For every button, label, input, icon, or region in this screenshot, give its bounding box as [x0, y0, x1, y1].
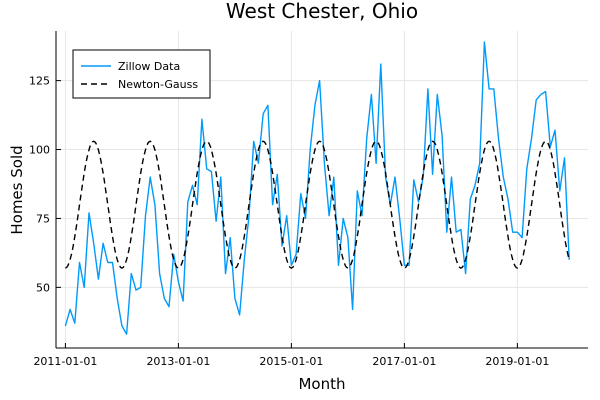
series-newton-gauss	[65, 140, 570, 269]
y-ticks: 50 75 100 125	[29, 75, 61, 294]
y-axis-label: Homes Sold	[8, 145, 26, 234]
x-ticks: 2011-01-01 2013-01-01 2015-01-01 2017-01-01…	[33, 343, 549, 368]
x-tick-label: 2011-01-01	[33, 355, 97, 368]
legend-box	[72, 49, 211, 99]
x-tick-label: 2015-01-01	[259, 355, 323, 368]
y-tick-label: 100	[29, 144, 50, 157]
chart-title: West Chester, Ohio	[226, 0, 418, 23]
legend: Zillow Data Newton-Gauss	[72, 49, 211, 99]
y-tick-label: 125	[29, 75, 50, 88]
x-tick-label: 2017-01-01	[372, 355, 436, 368]
legend-label-newton-gauss: Newton-Gauss	[118, 78, 198, 91]
legend-label-zillow: Zillow Data	[118, 60, 180, 73]
y-tick-label: 75	[36, 212, 50, 225]
x-axis-label: Month	[298, 375, 345, 393]
axes	[55, 31, 588, 349]
x-tick-label: 2013-01-01	[146, 355, 210, 368]
x-tick-label: 2019-01-01	[485, 355, 549, 368]
series-zillow-data	[64, 41, 570, 335]
y-tick-label: 50	[36, 281, 50, 294]
series-layer	[64, 41, 570, 335]
